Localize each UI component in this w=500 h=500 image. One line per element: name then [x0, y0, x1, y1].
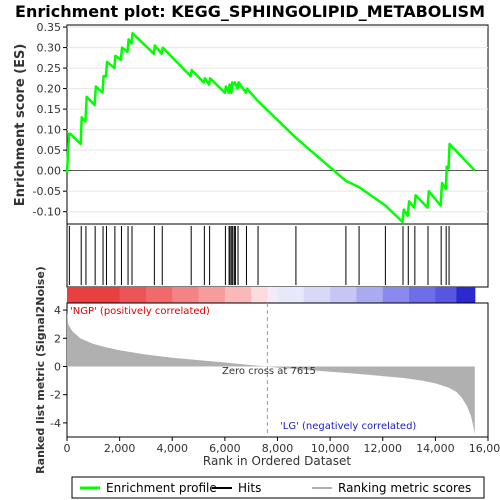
- lg-annotation: 'LG' (negatively correlated): [280, 421, 416, 432]
- metric-y-axis-label: Ranked list metric (Signal2Noise): [34, 266, 47, 474]
- heatmap-segment: [435, 287, 457, 303]
- heatmap-segment: [67, 287, 121, 303]
- legend-label: Ranking metric scores: [338, 481, 471, 495]
- enrichment-profile-path: [65, 31, 476, 224]
- top-panel-frame: [66, 24, 489, 288]
- x-tick-label: 6,000: [209, 442, 241, 455]
- es-y-tick-label: 0.25: [37, 62, 62, 75]
- heatmap-segment: [251, 287, 268, 303]
- es-gridlines: [67, 26, 488, 213]
- es-y-tick-label: 0.15: [37, 103, 62, 116]
- heatmap-segment: [172, 287, 200, 303]
- x-tick-label: 12,000: [364, 442, 403, 455]
- heatmap-segment: [267, 287, 278, 303]
- metric-y-axis: 4 2 0 -2 -4: [50, 304, 67, 430]
- metric-y-tick-label: 2: [54, 332, 61, 345]
- legend-label: Enrichment profile: [106, 481, 217, 495]
- es-y-tick-label: 0.05: [37, 144, 62, 157]
- x-tick-label: 14,000: [416, 442, 455, 455]
- heatmap-segment: [303, 287, 331, 303]
- metric-y-tick-label: 4: [54, 304, 61, 317]
- es-y-tick-label: -0.05: [33, 185, 61, 198]
- es-y-axis: 0.35 0.30 0.25 0.20 0.15 0.10 0.05 0.00 -0.05 -0.…: [33, 21, 67, 219]
- es-y-tick-label: 0.20: [37, 83, 62, 96]
- es-y-tick-label: 0.00: [37, 165, 62, 178]
- heatmap-segment: [382, 287, 410, 303]
- metric-x-axis: 0 2,000 4,000 6,000 8,000 10,000 12,000 14,000 1…: [64, 437, 500, 455]
- enrichment-profile-line: [65, 31, 476, 224]
- heatmap-segment: [145, 287, 173, 303]
- zero-cross-annotation: Zero cross at 7615: [222, 366, 316, 377]
- rank-heatmap-bar: [67, 287, 476, 303]
- es-y-tick-label: 0.35: [37, 21, 62, 34]
- heatmap-segment: [330, 287, 357, 303]
- es-y-tick-label: 0.10: [37, 124, 62, 137]
- legend-label: Hits: [238, 481, 261, 495]
- heatmap-segment: [198, 287, 226, 303]
- metric-y-tick-label: -2: [50, 389, 61, 402]
- x-tick-label: 16,000: [469, 442, 500, 455]
- legend: Enrichment profile Hits Ranking metric sco…: [80, 481, 471, 495]
- x-tick-label: 8,000: [262, 442, 294, 455]
- x-tick-label: 2,000: [104, 442, 136, 455]
- x-axis-label: Rank in Ordered Dataset: [203, 454, 351, 468]
- ranking-metric-fill: [67, 311, 475, 435]
- heatmap-segment: [119, 287, 147, 303]
- x-tick-label: 0: [64, 442, 71, 455]
- chart-title: Enrichment plot: KEGG_SPHINGOLIPID_METAB…: [15, 2, 485, 21]
- metric-y-tick-label: 0: [54, 360, 61, 373]
- legend-box: [71, 476, 485, 499]
- heatmap-segment: [277, 287, 305, 303]
- heatmap-segment: [409, 287, 436, 303]
- heatmap-segment: [456, 287, 476, 303]
- ranking-metric-area: [67, 311, 475, 435]
- x-tick-label: 4,000: [157, 442, 189, 455]
- x-tick-label: 10,000: [311, 442, 350, 455]
- metric-y-tick-label: -4: [50, 417, 61, 430]
- heatmap-segment: [356, 287, 384, 303]
- es-y-tick-label: 0.30: [37, 42, 62, 55]
- hits-markers: [68, 226, 450, 285]
- es-y-axis-label: Enrichment score (ES): [13, 44, 28, 207]
- ngp-annotation: 'NGP' (positively correlated): [70, 306, 210, 317]
- es-y-tick-label: -0.10: [33, 206, 61, 219]
- heatmap-segment: [224, 287, 252, 303]
